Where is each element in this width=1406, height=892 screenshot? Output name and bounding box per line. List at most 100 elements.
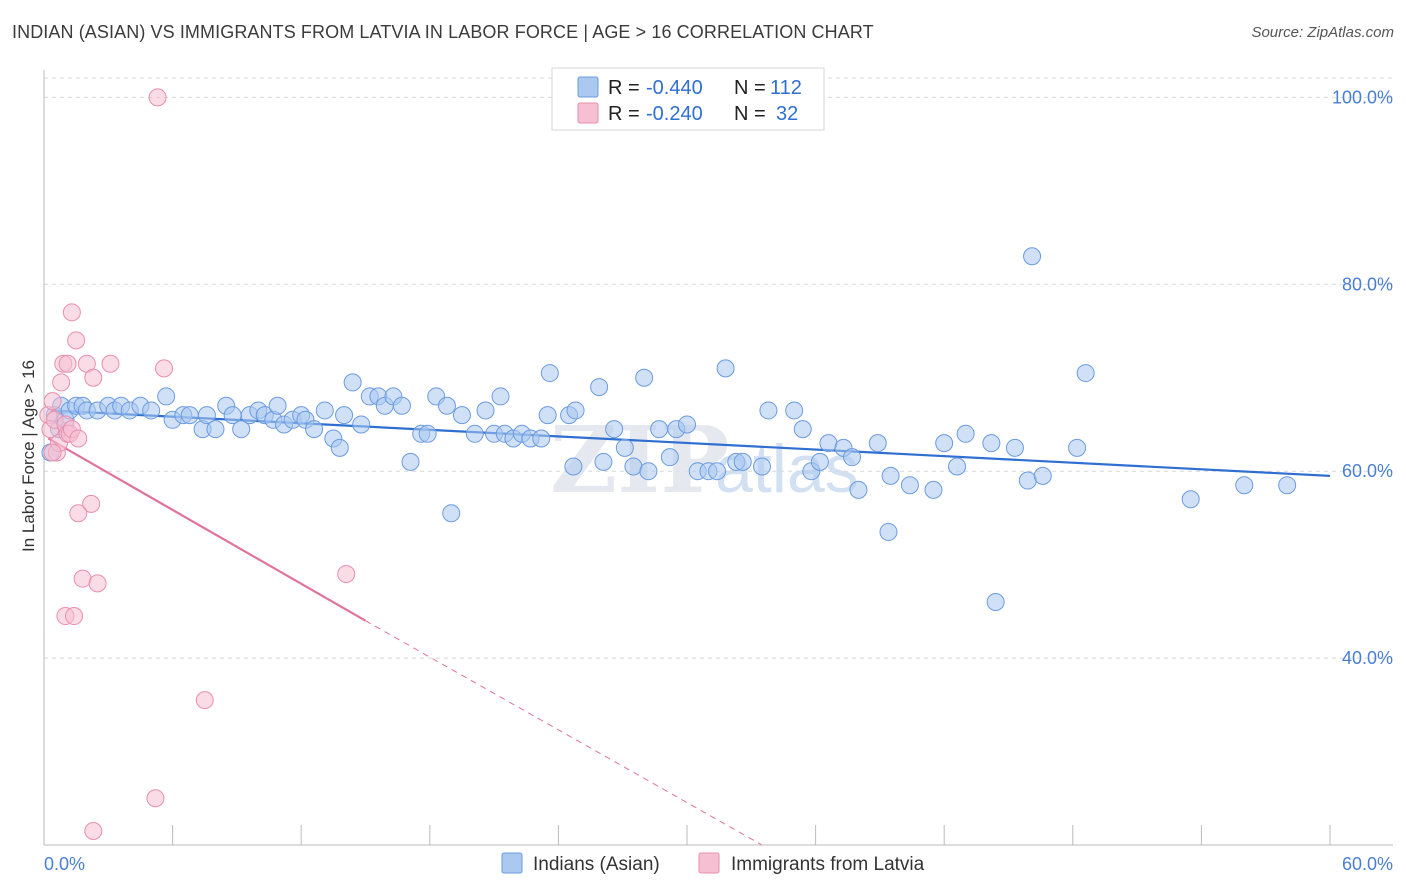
indians-point [900, 476, 919, 495]
indians-point [315, 401, 334, 420]
indians-point [538, 406, 557, 425]
latvia-point [84, 368, 103, 387]
indians-point [157, 387, 176, 406]
latvia-trend-line [47, 437, 367, 622]
indians-point [197, 406, 216, 425]
indians-point [956, 424, 975, 443]
latvia-point [82, 494, 101, 513]
indians-point [452, 406, 471, 425]
indians-point [1181, 490, 1200, 509]
indians-point [352, 415, 371, 434]
latvia-point [43, 392, 62, 411]
indians-point [232, 420, 251, 439]
indians-point [180, 406, 199, 425]
indians-point [491, 387, 510, 406]
indians-point [594, 452, 613, 471]
indians-point [268, 396, 287, 415]
indians-point [605, 420, 624, 439]
indians-point [986, 593, 1005, 612]
series-legend-label-indians: Indians (Asian) [533, 854, 660, 875]
chart-title: INDIAN (ASIAN) VS IMMIGRANTS FROM LATVIA… [12, 22, 874, 42]
latvia-point [52, 373, 71, 392]
indians-point [924, 480, 943, 499]
y-tick-label: 40.0% [1342, 648, 1393, 668]
latvia-point [69, 504, 88, 523]
y-tick-labels: 100.0% 80.0% 60.0% 40.0% [1332, 87, 1393, 668]
series-legend-swatch-indians [501, 852, 523, 874]
latvia-point [148, 88, 167, 107]
indians-point [540, 364, 559, 383]
legend-r-value-2: -0.240 [646, 103, 703, 125]
indians-point [392, 396, 411, 415]
indians-point [881, 466, 900, 485]
indians-point [935, 434, 954, 453]
indians-point [785, 401, 804, 420]
indians-point [564, 457, 583, 476]
indians-point [650, 420, 669, 439]
latvia-point [73, 569, 92, 588]
y-axis-label: In Labor Force | Age > 16 [19, 360, 38, 552]
stats-legend: R = -0.440 N = 112 R = -0.240 N = 32 [551, 67, 825, 131]
indians-point [615, 438, 634, 457]
indians-point [465, 424, 484, 443]
indians-point [305, 420, 324, 439]
svg-text:R = -0.240 N =: R = -0.240 N = 32 [608, 103, 798, 125]
legend-swatch-pink [577, 102, 599, 124]
latvia-point [65, 607, 84, 626]
indians-point [401, 452, 420, 471]
legend-n-value-1: 112 [770, 77, 802, 99]
indians-point [1235, 476, 1254, 495]
indians-point [330, 438, 349, 457]
legend-n-value-2: 32 [776, 103, 798, 125]
latvia-trend-extension [365, 620, 763, 846]
indians-point [1076, 364, 1095, 383]
indians-point [810, 452, 829, 471]
indians-point [437, 396, 456, 415]
legend-r-label-2: R = [608, 103, 640, 125]
indians-point [819, 434, 838, 453]
indians-point [590, 378, 609, 397]
indians-point [635, 368, 654, 387]
series-legend-label-latvia: Immigrants from Latvia [731, 854, 925, 875]
indians-point [1033, 466, 1052, 485]
indians-point [793, 420, 812, 439]
y-tick-label: 80.0% [1342, 274, 1393, 294]
legend-swatch-blue [577, 76, 599, 98]
y-tick-label: 100.0% [1332, 87, 1393, 107]
indians-point [879, 522, 898, 541]
legend-n-label-2: N = [734, 103, 766, 125]
watermark-zip: ZIP [550, 406, 729, 514]
indians-point [142, 401, 161, 420]
latvia-point [337, 564, 356, 583]
latvia-point [67, 331, 86, 350]
indians-point [678, 415, 696, 434]
indians-point [1005, 438, 1024, 457]
axes [43, 70, 1393, 846]
indians-point [660, 448, 679, 467]
latvia-point [62, 303, 81, 322]
indians-point [639, 462, 658, 481]
indians-point [759, 401, 778, 420]
x-tick-label-right: 60.0% [1342, 854, 1393, 874]
indians-point [343, 373, 362, 392]
legend-r-label-1: R = [608, 77, 640, 99]
indians-point [476, 401, 495, 420]
y-tick-label: 60.0% [1342, 461, 1393, 481]
indians-point [982, 434, 1001, 453]
x-tick-label-left: 0.0% [44, 854, 85, 874]
legend-n-label-1: N = [734, 77, 766, 99]
data-points [39, 88, 1297, 840]
indians-point [948, 457, 967, 476]
latvia-point [146, 789, 165, 808]
latvia-point [155, 359, 174, 378]
latvia-point [88, 574, 107, 593]
indians-point [418, 424, 437, 443]
indians-point [1018, 471, 1037, 490]
series-legend: Indians (Asian) Immigrants from Latvia [501, 852, 925, 875]
indians-point [708, 462, 727, 481]
indians-point [843, 448, 862, 467]
indians-point [624, 457, 643, 476]
svg-text:R = -0.440 N =: R = -0.440 N = 112 [608, 77, 802, 99]
series-legend-swatch-latvia [698, 852, 720, 874]
